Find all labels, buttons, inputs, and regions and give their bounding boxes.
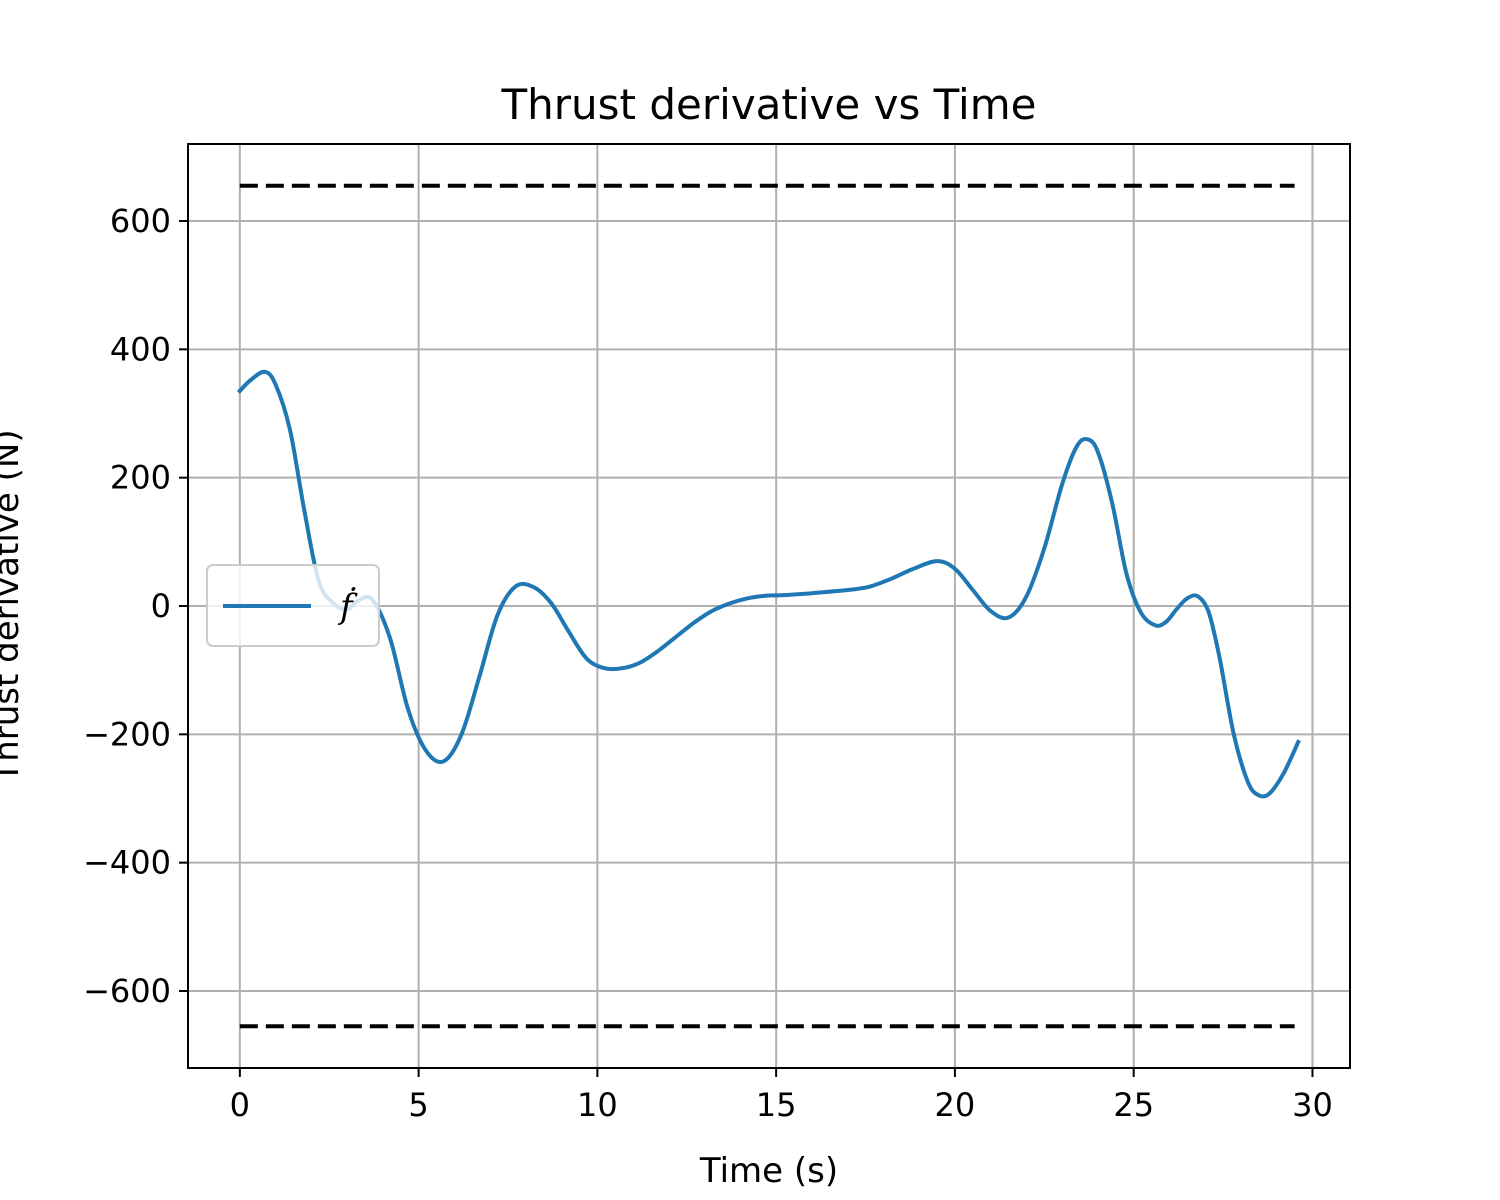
x-tick-label: 0 bbox=[230, 1086, 250, 1124]
x-tick-label: 5 bbox=[408, 1086, 428, 1124]
y-axis-label: Thrust derivative (N) bbox=[0, 429, 27, 783]
plot-series bbox=[236, 183, 1301, 1029]
y-tick-label: 0 bbox=[151, 587, 171, 625]
x-tick-label: 15 bbox=[756, 1086, 797, 1124]
x-tick-label: 20 bbox=[935, 1086, 976, 1124]
y-tick-label: 400 bbox=[110, 330, 171, 368]
y-tick-label: 200 bbox=[110, 459, 171, 497]
x-axis-label: Time (s) bbox=[699, 1151, 838, 1191]
chart-title: Thrust derivative vs Time bbox=[501, 80, 1037, 129]
x-tick-label: 30 bbox=[1292, 1086, 1333, 1124]
x-tick-label: 10 bbox=[577, 1086, 618, 1124]
legend: ḟ bbox=[206, 564, 380, 647]
grid bbox=[188, 144, 1350, 1068]
x-tick-label: 25 bbox=[1113, 1086, 1154, 1124]
y-tick-label: −400 bbox=[83, 844, 171, 882]
y-tick-label: 600 bbox=[110, 202, 171, 240]
y-tick-label: −200 bbox=[83, 715, 171, 753]
thrust-derivative-line bbox=[236, 369, 1301, 799]
y-tick-label: −600 bbox=[83, 972, 171, 1010]
axis-ticks: 0 5 10 15 20 25 30 −600 −400 −200 0 200 400 600 bbox=[83, 202, 1333, 1124]
